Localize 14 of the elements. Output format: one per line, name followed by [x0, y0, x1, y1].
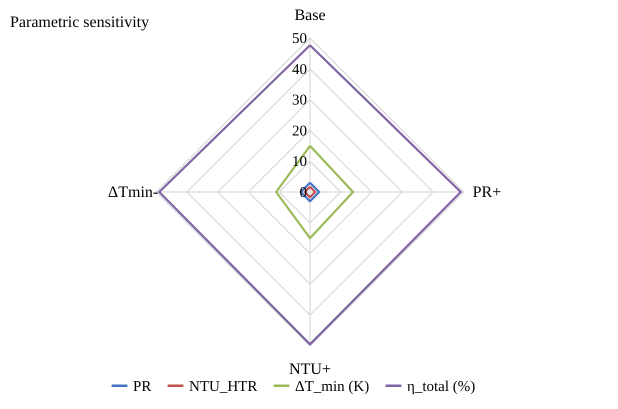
- spoke-label: PR+: [472, 184, 502, 201]
- spoke-label: NTU+: [289, 360, 331, 378]
- legend-label: ΔT_min (K): [295, 378, 370, 395]
- chart-title: Parametric sensitivity: [10, 14, 150, 31]
- spoke-label: ΔTmin-: [108, 184, 158, 201]
- legend-label: η_total (%): [407, 378, 476, 395]
- y-tick-label: 0: [300, 185, 307, 201]
- y-tick-label: 50: [292, 31, 307, 48]
- y-tick-label: 20: [292, 123, 307, 140]
- y-tick-label: 40: [292, 62, 307, 78]
- y-tick-label: 30: [292, 92, 307, 109]
- spoke-label: Base: [294, 7, 326, 24]
- legend-label: PR: [133, 378, 152, 395]
- legend-label: NTU_HTR: [189, 378, 258, 395]
